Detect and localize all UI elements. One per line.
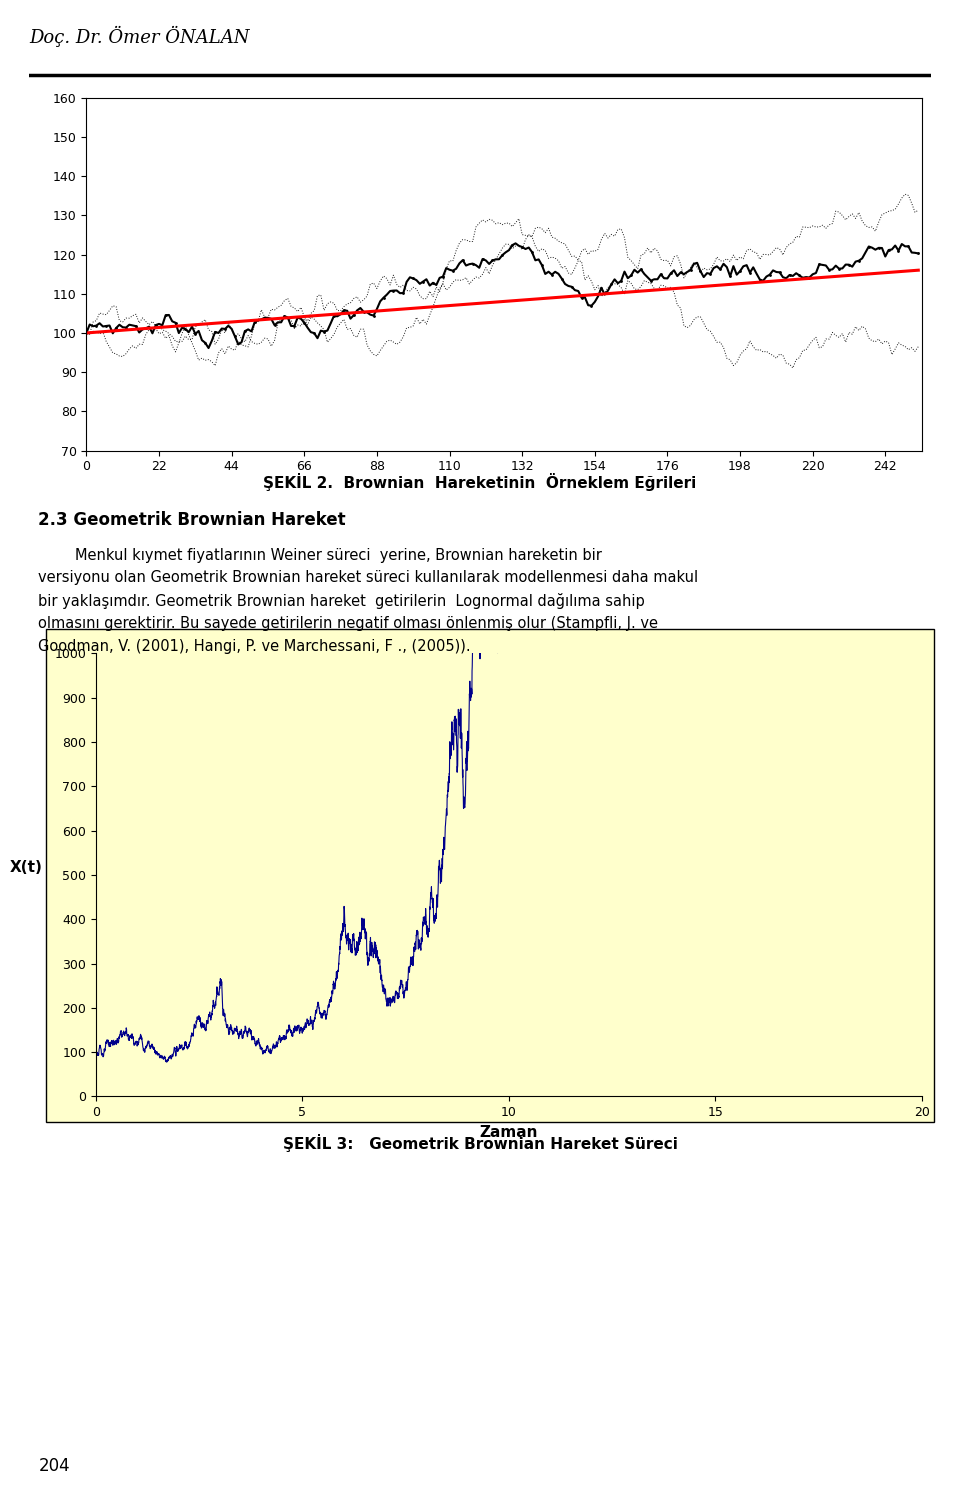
Text: Menkul kıymet fiyatlarının Weiner süreci  yerine, Brownian hareketin bir
versiyo: Menkul kıymet fiyatlarının Weiner süreci… (38, 548, 699, 653)
Text: 2.3 Geometrik Brownian Hareket: 2.3 Geometrik Brownian Hareket (38, 511, 346, 529)
X-axis label: Zaman: Zaman (480, 1125, 538, 1140)
Y-axis label: X(t): X(t) (11, 861, 43, 874)
Text: ŞEKİL 2.  Brownian  Hareketinin  Örneklem Eğrileri: ŞEKİL 2. Brownian Hareketinin Örneklem E… (263, 473, 697, 491)
Text: 204: 204 (38, 1457, 70, 1475)
Text: Doç. Dr. Ömer ÖNALAN: Doç. Dr. Ömer ÖNALAN (29, 26, 250, 47)
Text: ŞEKİL 3:   Geometrik Brownian Hareket Süreci: ŞEKİL 3: Geometrik Brownian Hareket Süre… (282, 1134, 678, 1152)
